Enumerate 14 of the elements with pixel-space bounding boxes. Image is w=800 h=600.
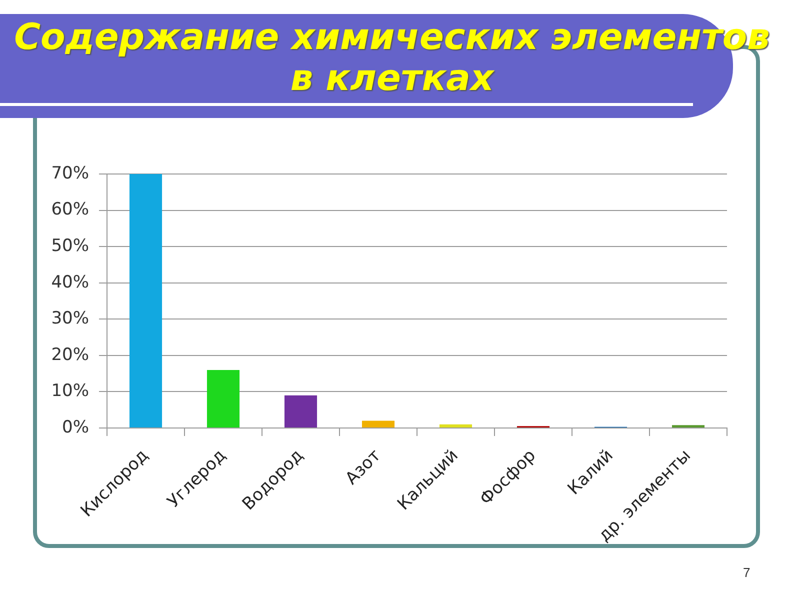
text: 7 (743, 565, 750, 580)
y-tick-label: 10% (51, 381, 89, 402)
bar (439, 424, 472, 428)
bar (129, 174, 162, 428)
y-tick-label: 40% (51, 272, 89, 292)
bar (362, 420, 395, 428)
y-tick-label: 20% (51, 344, 89, 365)
y-tick-label: 30% (51, 308, 89, 329)
bar (284, 395, 318, 428)
bar (206, 370, 240, 428)
y-tick-label: 50% (51, 236, 89, 256)
y-tick-label: 0% (62, 417, 89, 438)
y-tick-label: 70% (51, 163, 89, 184)
y-tick-label: 60% (51, 200, 89, 220)
